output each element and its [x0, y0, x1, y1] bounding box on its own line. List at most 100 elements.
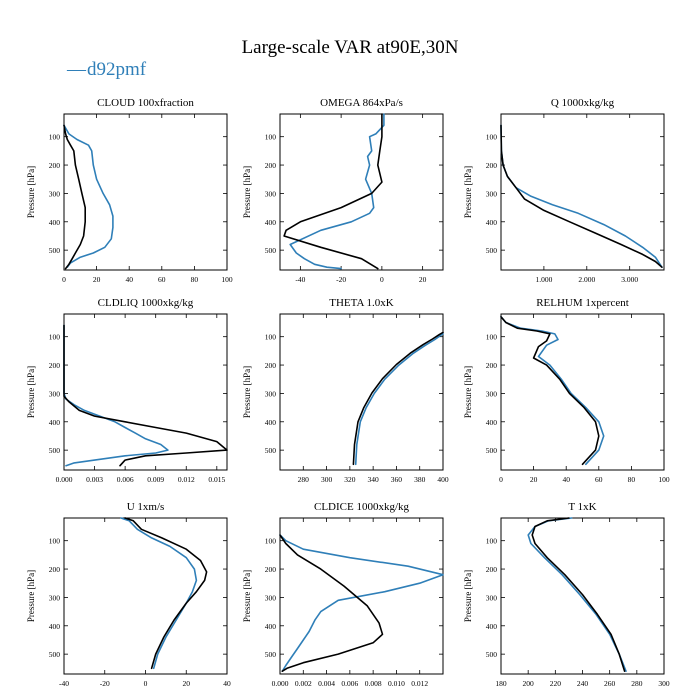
series-line-obs [352, 331, 444, 466]
x-tick-label: 300 [321, 475, 333, 484]
x-tick-label: 20 [93, 275, 101, 284]
y-tick-label: 500 [486, 246, 498, 255]
plot-frame [279, 313, 444, 471]
x-tick-label: 0.009 [147, 475, 164, 484]
x-tick-label: 280 [298, 475, 310, 484]
legend: — d92pmf [66, 59, 147, 80]
x-tick-label: 300 [658, 679, 670, 688]
x-tick-label: 240 [577, 679, 589, 688]
y-axis-label: Pressure [hPa] [242, 366, 252, 418]
x-tick-label: 200 [523, 679, 535, 688]
y-tick-label: 300 [265, 189, 277, 198]
panel-title: CLDLIQ 1000xkg/kg [98, 297, 194, 309]
panel-title: OMEGA 864xPa/s [320, 97, 403, 109]
x-tick-label: 400 [437, 475, 449, 484]
y-tick-label: 400 [49, 218, 61, 227]
x-tick-label: 2.000 [578, 275, 595, 284]
x-tick-label: 100 [221, 275, 233, 284]
series-line-d92pmf [279, 534, 444, 673]
series-line-obs [63, 324, 228, 467]
x-tick-label: 0.006 [117, 475, 134, 484]
y-tick-label: 300 [49, 389, 61, 398]
x-tick-label: -40 [295, 275, 305, 284]
y-tick-label: 200 [486, 361, 498, 370]
panel-title: CLOUD 100xfraction [97, 97, 194, 109]
panel-title: U 1xm/s [127, 501, 165, 513]
y-tick-label: 400 [486, 418, 498, 427]
x-tick-label: 1.000 [535, 275, 552, 284]
series-line-obs [283, 113, 383, 270]
y-tick-label: 100 [486, 333, 498, 342]
y-tick-label: 100 [265, 537, 277, 546]
x-tick-label: 20 [530, 475, 538, 484]
y-tick-label: 500 [265, 446, 277, 455]
main-title: Large-scale VAR at90E,30N [242, 37, 459, 58]
x-tick-label: 80 [191, 275, 199, 284]
x-tick-label: 100 [658, 475, 670, 484]
series-line-obs [531, 517, 626, 673]
series-line-d92pmf [63, 124, 114, 269]
x-tick-label: -40 [59, 679, 69, 688]
y-tick-label: 300 [486, 593, 498, 602]
y-tick-label: 300 [49, 189, 61, 198]
y-tick-label: 100 [49, 537, 61, 546]
y-tick-label: 300 [486, 389, 498, 398]
y-tick-label: 200 [265, 361, 277, 370]
y-axis-label: Pressure [hPa] [463, 366, 473, 418]
plot-frame [500, 113, 665, 271]
series-line-obs [500, 124, 663, 269]
y-tick-label: 100 [486, 133, 498, 142]
x-tick-label: 3.000 [621, 275, 638, 284]
x-tick-label: 0 [380, 275, 384, 284]
series-line-obs [500, 315, 600, 466]
x-tick-label: 0.003 [86, 475, 103, 484]
x-tick-label: 360 [391, 475, 403, 484]
y-tick-label: 400 [49, 418, 61, 427]
y-tick-label: 300 [265, 389, 277, 398]
y-tick-label: 200 [49, 361, 61, 370]
y-tick-label: 100 [265, 333, 277, 342]
y-tick-label: 500 [486, 446, 498, 455]
series-line-d92pmf [354, 333, 444, 466]
plot-frame [279, 113, 444, 271]
x-tick-label: 0.004 [318, 679, 335, 688]
panel-3: Q 1000xkg/kg Pressure [hPa] 100 200 300 400 50… [463, 97, 665, 284]
x-tick-label: -20 [336, 275, 346, 284]
x-tick-label: 80 [628, 475, 636, 484]
plot-frame [63, 517, 228, 675]
plot-frame [63, 113, 228, 271]
y-tick-label: 400 [49, 622, 61, 631]
y-tick-label: 400 [265, 218, 277, 227]
panel-5: THETA 1.0xK Pressure [hPa] 100 200 300 400 500… [242, 297, 449, 484]
x-tick-label: 0.000 [56, 475, 73, 484]
y-tick-label: 100 [265, 133, 277, 142]
x-tick-label: 40 [562, 475, 570, 484]
panel-8: CLDICE 1000xkg/kg Pressure [hPa] 100 200 300… [242, 501, 444, 688]
x-tick-label: 380 [414, 475, 426, 484]
panel-9: T 1xK Pressure [hPa] 100 200 300 400 500 180 200… [463, 501, 670, 688]
x-tick-label: 0.006 [341, 679, 358, 688]
y-tick-label: 400 [265, 418, 277, 427]
x-tick-label: 0.015 [208, 475, 225, 484]
x-tick-label: 0.000 [272, 679, 289, 688]
x-tick-label: 20 [419, 275, 427, 284]
panel-6: RELHUM 1xpercent Pressure [hPa] 100 200 300 4… [463, 297, 670, 484]
x-tick-label: 60 [595, 475, 603, 484]
x-tick-label: 280 [631, 679, 643, 688]
panel-title: T 1xK [568, 501, 596, 513]
x-tick-label: 0 [144, 679, 148, 688]
y-tick-label: 400 [486, 218, 498, 227]
panel-title: RELHUM 1xpercent [536, 297, 629, 309]
plot-frame [63, 313, 228, 471]
x-tick-label: 0.002 [295, 679, 312, 688]
y-axis-label: Pressure [hPa] [26, 366, 36, 418]
panel-4: CLDLIQ 1000xkg/kg Pressure [hPa] 100 200 300… [26, 297, 228, 484]
x-tick-label: 0.010 [388, 679, 405, 688]
y-tick-label: 300 [49, 593, 61, 602]
y-tick-label: 500 [49, 446, 61, 455]
x-tick-label: 260 [604, 679, 616, 688]
y-tick-label: 200 [49, 161, 61, 170]
